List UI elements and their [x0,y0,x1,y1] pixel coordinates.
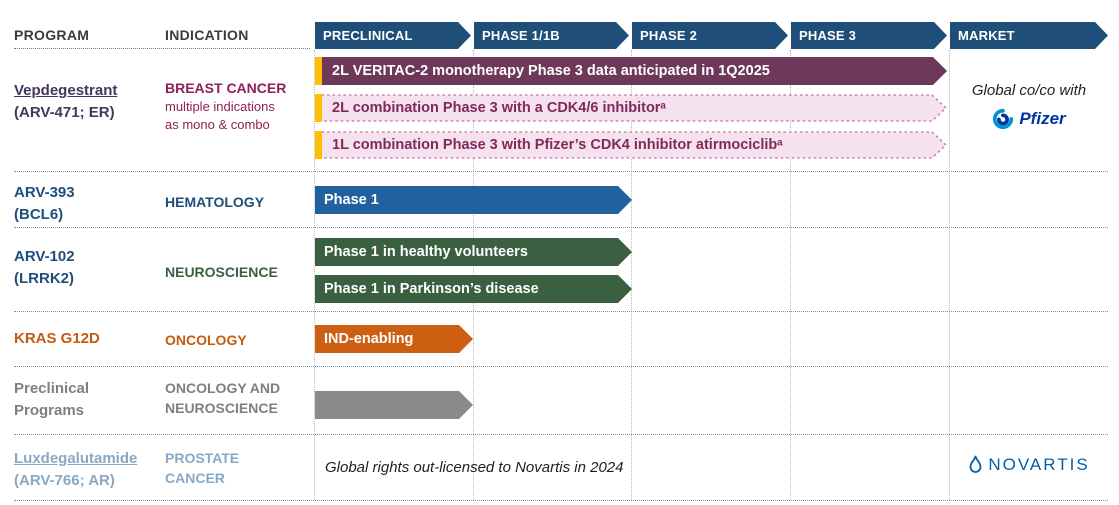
pfizer-wordmark: Pfizer [1019,109,1066,128]
novartis-wordmark: NOVARTIS [988,455,1090,474]
program-arv-393: ARV-393 (BCL6) [14,182,75,226]
indication-hematology: HEMATOLOGY [165,192,311,212]
gold-accent [315,94,322,122]
bar-label: Phase 1 [324,192,379,208]
indication-column-header: INDICATION [165,27,249,43]
column-grid-line [790,50,791,500]
dotted-arrow-shape [315,94,947,122]
market-cell-vepdegestrant: Global co/co with Pfizer [950,82,1108,130]
bar-preclinical-programs [315,391,473,419]
gold-accent [315,57,322,85]
program-name: KRAS G12D [14,330,100,347]
indication-title: ONCOLOGY AND [165,380,281,396]
program-name: ARV-393 [14,184,75,201]
indication-title: CANCER [165,470,225,486]
bar-label: Phase 1 in Parkinson’s disease [324,281,539,297]
indication-oncology: ONCOLOGY [165,330,311,350]
row-divider [14,366,1108,367]
indication-note: as mono & combo [165,117,270,132]
program-name: ARV-102 [14,248,75,265]
column-grid-line [949,50,950,500]
phase-header-preclinical: PRECLINICAL [315,22,471,49]
bar-vepdegestrant-1l-combination: 1L combination Phase 3 with Pfizer’s CDK… [315,131,947,159]
row-divider [14,434,1108,435]
bar-vepdegestrant-2l-combination: 2L combination Phase 3 with a CDK4/6 inh… [315,94,947,122]
program-name-link[interactable]: Luxdegalutamide [14,450,138,467]
program-column-header: PROGRAM [14,27,90,43]
program-detail: (LRRK2) [14,270,74,287]
header-underline [14,48,310,49]
indication-prostate-cancer: PROSTATE CANCER [165,448,311,488]
program-name-link[interactable]: Vepdegestrant [14,82,118,99]
bar-label: 1L combination Phase 3 with Pfizer’s CDK… [332,137,783,153]
market-note: Global co/co with [971,82,1087,99]
program-detail: (BCL6) [14,206,64,223]
program-preclinical-programs: Preclinical Programs [14,378,89,422]
novartis-logo: NOVARTIS [950,455,1108,475]
row-divider [14,311,1108,312]
program-detail: (ARV-471; ER) [14,104,115,121]
market-cell-luxdegalutamide: NOVARTIS [950,455,1108,475]
phase-header-phase3: PHASE 3 [791,22,947,49]
column-grid-line [631,50,632,500]
bar-label: 2L combination Phase 3 with a CDK4/6 inh… [332,100,666,116]
indication-title: PROSTATE [165,450,240,466]
program-detail: (ARV-766; AR) [14,472,115,489]
indication-breast-cancer: BREAST CANCER multiple indications as mo… [165,78,311,134]
program-name: Preclinical [14,380,90,397]
novartis-flame-icon [969,455,982,473]
row-divider [14,171,1108,172]
row-divider [14,227,1108,228]
bar-label: IND-enabling [324,331,414,347]
bar-kras-ind-enabling: IND-enabling [315,325,473,353]
dotted-arrow-shape [315,131,947,159]
indication-neuroscience: NEUROSCIENCE [165,262,311,282]
indication-oncology-neuroscience: ONCOLOGY AND NEUROSCIENCE [165,378,311,418]
column-grid-line [314,50,315,500]
program-arv-102: ARV-102 (LRRK2) [14,246,75,290]
bar-arv102-parkinsons: Phase 1 in Parkinson’s disease [315,275,632,303]
phase-header-market: MARKET [950,22,1108,49]
program-name: Programs [14,402,85,419]
gold-accent [315,131,322,159]
indication-title: ONCOLOGY [165,332,247,348]
indication-title: BREAST CANCER [165,80,287,96]
row-divider [14,500,1108,501]
bar-label: Phase 1 in healthy volunteers [324,244,528,260]
bar-arv393-phase1: Phase 1 [315,186,632,214]
phase-header-phase2: PHASE 2 [632,22,788,49]
program-luxdegalutamide: Luxdegalutamide (ARV-766; AR) [14,448,137,492]
indication-title: NEUROSCIENCE [165,400,278,416]
out-license-note: Global rights out-licensed to Novartis i… [325,459,624,476]
program-kras-g12d: KRAS G12D [14,328,100,350]
indication-title: NEUROSCIENCE [165,264,278,280]
indication-title: HEMATOLOGY [165,194,265,210]
phase-header-phase1-1b: PHASE 1/1B [474,22,629,49]
indication-note: multiple indications [165,99,275,114]
pfizer-logo: Pfizer [950,108,1108,130]
pfizer-swirl-icon [993,108,1014,130]
bar-arv102-healthy-volunteers: Phase 1 in healthy volunteers [315,238,632,266]
bar-vepdegestrant-monotherapy: 2L VERITAC-2 monotherapy Phase 3 data an… [315,57,947,85]
bar-label: 2L VERITAC-2 monotherapy Phase 3 data an… [332,63,770,79]
program-vepdegestrant: Vepdegestrant (ARV-471; ER) [14,80,117,124]
